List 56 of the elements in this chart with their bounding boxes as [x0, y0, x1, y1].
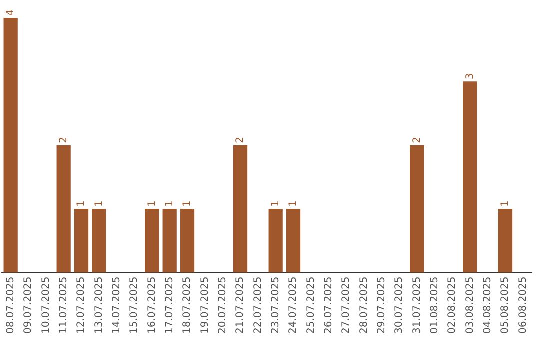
x-tick-label: 03.08.2025	[464, 276, 476, 334]
x-tick-label: 06.08.2025	[518, 276, 529, 334]
bar	[56, 145, 71, 273]
x-tick-label: 16.07.2025	[146, 276, 158, 334]
data-label: 1	[500, 200, 512, 208]
x-tick-label: 30.07.2025	[394, 276, 406, 334]
bar	[180, 209, 195, 273]
x-tick-label: 22.07.2025	[252, 276, 264, 334]
data-label: 1	[270, 200, 282, 208]
x-tick-label: 21.07.2025	[235, 276, 246, 334]
data-label: 1	[182, 200, 194, 208]
bar	[233, 145, 248, 273]
x-tick-label: 10.07.2025	[40, 276, 52, 334]
x-tick-label: 28.07.2025	[358, 276, 370, 334]
x-tick-label: 27.07.2025	[341, 276, 352, 334]
bar	[286, 209, 301, 273]
data-label: 2	[235, 136, 246, 144]
x-tick-label: 08.07.2025	[5, 276, 16, 334]
x-tick-label: 18.07.2025	[182, 276, 194, 334]
x-tick-label: 24.07.2025	[288, 276, 300, 334]
data-label: 3	[464, 73, 476, 80]
x-tick-label: 01.08.2025	[429, 276, 440, 334]
data-label: 4	[5, 10, 16, 16]
x-tick-label: 02.08.2025	[447, 276, 458, 334]
x-tick-label: 31.07.2025	[412, 276, 423, 334]
x-tick-label: 05.08.2025	[500, 276, 512, 334]
data-label: 1	[288, 200, 300, 208]
bar	[145, 209, 160, 273]
bar	[4, 18, 18, 273]
x-tick-label: 25.07.2025	[306, 276, 317, 334]
x-tick-label: 11.07.2025	[58, 276, 70, 334]
x-tick-label: 26.07.2025	[323, 276, 334, 334]
x-tick-label: 15.07.2025	[129, 276, 140, 334]
bar	[268, 209, 283, 273]
bar	[162, 209, 177, 273]
x-tick-label: 17.07.2025	[164, 276, 176, 334]
bar	[74, 209, 89, 273]
data-label: 1	[164, 200, 176, 208]
x-tick-label: 13.07.2025	[94, 276, 105, 334]
x-tick-label: 23.07.2025	[270, 276, 282, 334]
bar	[92, 209, 106, 273]
bar	[463, 82, 478, 273]
data-label: 2	[412, 136, 423, 144]
data-label: 2	[58, 136, 70, 144]
x-tick-label: 04.08.2025	[482, 276, 494, 334]
bar	[410, 145, 424, 273]
x-tick-label: 29.07.2025	[376, 276, 388, 334]
data-label: 1	[94, 200, 105, 208]
x-tick-label: 09.07.2025	[23, 276, 34, 334]
x-tick-label: 19.07.2025	[200, 276, 211, 334]
x-tick-label: 20.07.2025	[217, 276, 228, 334]
data-label: 1	[76, 200, 88, 208]
bar	[498, 209, 513, 273]
data-label: 1	[146, 200, 158, 208]
x-tick-label: 12.07.2025	[76, 276, 88, 334]
x-tick-label: 14.07.2025	[111, 276, 122, 334]
